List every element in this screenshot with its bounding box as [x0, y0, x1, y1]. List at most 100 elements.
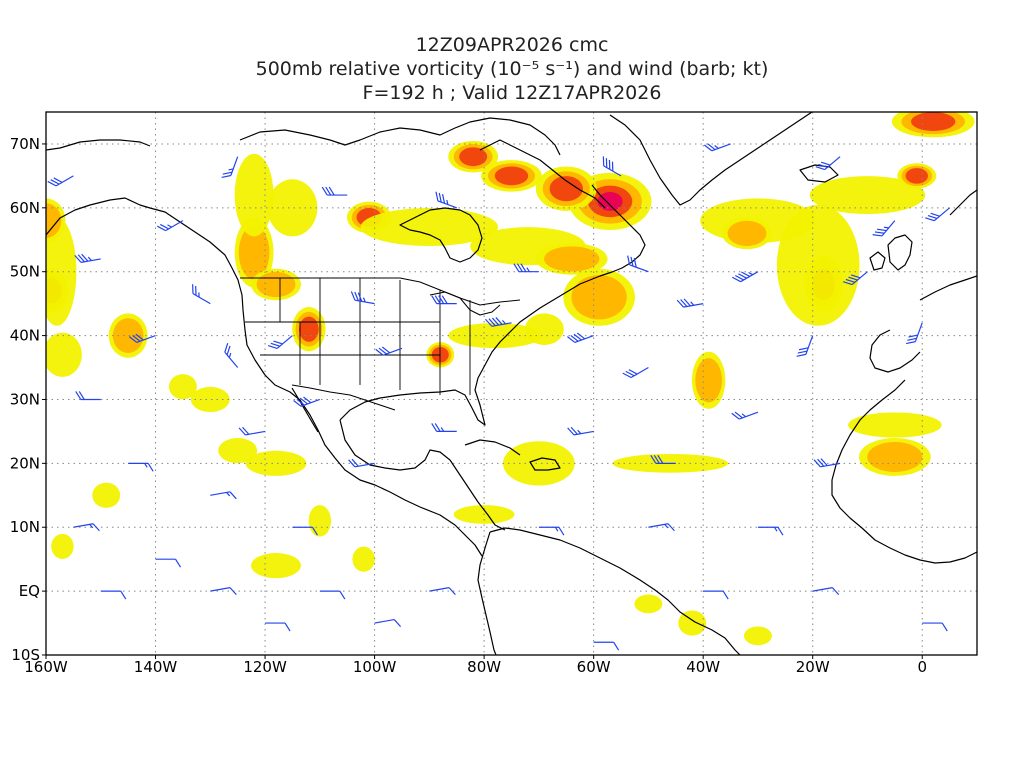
- coast-europe-north: [919, 275, 977, 301]
- wind-barbs: [47, 143, 951, 651]
- wind-barb: [267, 335, 293, 350]
- coast-hispaniola: [529, 457, 561, 471]
- wind-barb: [224, 343, 239, 368]
- vorticity-contour: [299, 316, 319, 342]
- lat-label: 10S: [11, 646, 40, 664]
- vorticity-contour: [448, 323, 542, 349]
- wind-barb: [431, 295, 457, 305]
- vorticity-contour: [46, 332, 82, 377]
- wind-barb: [293, 396, 321, 407]
- lat-label: 60N: [10, 199, 40, 217]
- wind-barb: [221, 156, 239, 179]
- us-mexico-border: [291, 384, 396, 411]
- wind-barb: [813, 458, 841, 468]
- vorticity-contour: [549, 176, 583, 202]
- wind-barb: [922, 622, 948, 632]
- wind-barb: [192, 284, 211, 305]
- wind-barb: [321, 186, 348, 196]
- wind-barb: [567, 332, 594, 343]
- coast-iberia: [869, 329, 921, 373]
- vorticity-contour: [267, 179, 318, 237]
- wind-barb: [872, 220, 896, 237]
- wind-barb: [374, 618, 402, 627]
- lat-label: 10N: [10, 518, 40, 536]
- coast-iceland: [799, 164, 839, 183]
- lat-label: 20N: [10, 454, 40, 472]
- wind-barb: [350, 291, 375, 305]
- lat-label: 70N: [10, 135, 40, 153]
- wind-barb: [100, 590, 127, 600]
- wind-barb: [906, 322, 923, 345]
- vorticity-contour: [51, 533, 74, 559]
- wind-barb: [429, 587, 456, 596]
- vorticity-contour: [256, 271, 296, 298]
- wind-barb: [703, 590, 729, 600]
- vorticity-contour: [251, 552, 301, 579]
- wind-barb: [210, 491, 237, 500]
- coast-baffin: [479, 139, 606, 209]
- wind-barb: [812, 587, 840, 596]
- vorticity-contour: [848, 412, 942, 438]
- lon-label: 0: [917, 658, 927, 676]
- vorticity-contour: [867, 441, 923, 472]
- lon-label: 20W: [796, 658, 830, 676]
- vorticity-contour: [46, 217, 77, 326]
- wind-barb: [292, 526, 318, 536]
- lon-label: 100W: [353, 658, 397, 676]
- wind-barb: [925, 207, 951, 222]
- coast-africa-west: [831, 379, 977, 564]
- wind-barb: [796, 335, 814, 357]
- wind-barb: [513, 263, 539, 273]
- wind-barb: [375, 346, 403, 356]
- vorticity-contour: [112, 318, 144, 353]
- map-title: 12Z09APR2026 cmc 500mb relative vorticit…: [0, 33, 1024, 105]
- lat-label: EQ: [19, 582, 40, 600]
- wind-barb: [265, 622, 291, 632]
- wind-barb: [155, 558, 182, 568]
- vorticity-contour: [352, 546, 375, 572]
- wind-barb: [47, 175, 74, 187]
- coast-central-america: [339, 419, 506, 531]
- lon-label: 140W: [134, 658, 178, 676]
- wind-barb: [128, 462, 154, 472]
- vorticity-contour: [494, 166, 529, 186]
- lon-label: 40W: [686, 658, 720, 676]
- coast-baja: [291, 387, 319, 433]
- vorticity-contour: [190, 386, 230, 413]
- wind-barb: [431, 423, 457, 433]
- wind-barb: [74, 253, 101, 263]
- wind-barb: [567, 426, 594, 436]
- vorticity-contour: [809, 176, 926, 215]
- plot-frame: [45, 111, 978, 656]
- us-canada-border: [240, 277, 521, 306]
- wind-barb: [627, 255, 649, 273]
- wind-barb: [348, 458, 375, 468]
- wind-barb: [650, 455, 676, 464]
- wind-barb: [238, 426, 266, 436]
- coast-ireland: [869, 251, 886, 271]
- lon-label: 60W: [577, 658, 611, 676]
- lat-label: 40N: [10, 327, 40, 345]
- vorticity-contour: [905, 168, 928, 184]
- lon-label: 80W: [467, 658, 501, 676]
- vorticity-contour: [634, 594, 663, 614]
- coast-scandinavia: [949, 189, 977, 216]
- wind-barb: [435, 191, 457, 209]
- vorticity-contour: [727, 220, 767, 246]
- axis-ticks: [42, 143, 923, 659]
- wind-barb: [73, 523, 100, 532]
- coast-alaska-north: [46, 139, 151, 151]
- wind-barb: [648, 523, 675, 532]
- vorticity-contour: [218, 437, 258, 464]
- lat-label: 50N: [10, 263, 40, 281]
- vorticity-contour: [234, 153, 274, 237]
- wind-barb: [128, 333, 156, 343]
- vorticity-contour: [743, 626, 772, 646]
- vorticity-contour: [46, 203, 62, 238]
- wind-barb: [842, 271, 868, 286]
- vorticity-contour: [245, 450, 307, 476]
- coast-cuba: [464, 439, 521, 456]
- wind-barb: [593, 641, 620, 651]
